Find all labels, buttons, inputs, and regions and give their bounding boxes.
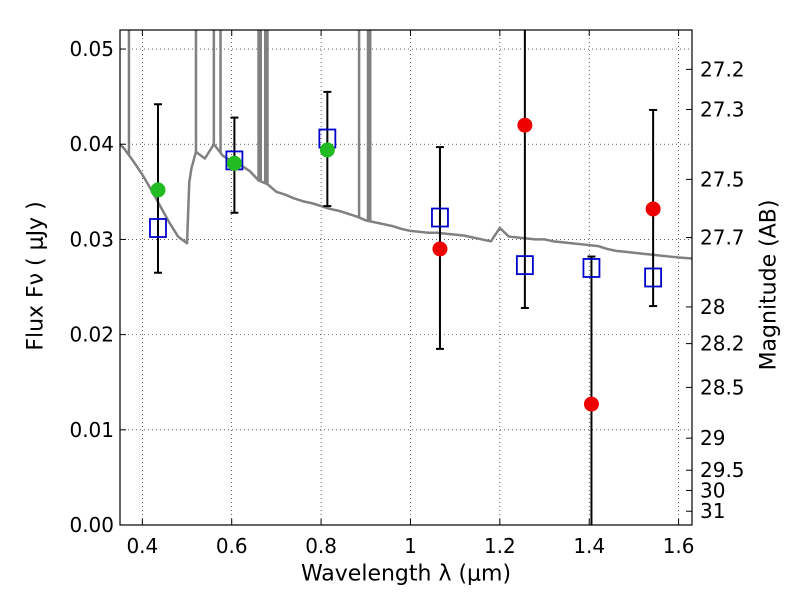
x-tick-label: 1.4 <box>573 534 605 558</box>
x-tick-label: 1.2 <box>484 534 516 558</box>
detection-point <box>517 117 533 133</box>
detection-point <box>645 201 661 217</box>
right-tick-label: 31 <box>700 499 725 523</box>
error-bars <box>153 30 658 525</box>
x-tick-label: 0.6 <box>216 534 248 558</box>
grid-lines <box>120 30 692 525</box>
detection-point <box>583 396 599 412</box>
right-tick-label: 29.5 <box>700 458 745 482</box>
right-tick-label: 28.2 <box>700 332 745 356</box>
right-tick-label: 27.5 <box>700 167 745 191</box>
x-axis-ticks: 0.4 0.6 0.8 1 1.2 1.4 1.6 <box>126 30 695 558</box>
model-spectrum <box>120 30 692 260</box>
y-tick-label: 0.01 <box>69 418 114 442</box>
right-axis-label: Magnitude (AB) <box>756 199 782 371</box>
y-tick-label: 0.02 <box>69 323 114 347</box>
detection-point <box>226 155 242 171</box>
x-tick-label: 0.8 <box>305 534 337 558</box>
right-tick-label: 28.5 <box>700 375 745 399</box>
model-square <box>149 218 167 238</box>
model-square <box>431 207 449 228</box>
y-tick-label: 0.04 <box>69 132 114 156</box>
model-square <box>582 258 601 278</box>
model-square <box>644 267 663 288</box>
y-tick-label: 0.00 <box>69 513 114 537</box>
plot-frame <box>119 29 693 526</box>
detection-point <box>150 182 166 198</box>
y-tick-label: 0.03 <box>69 227 114 251</box>
y-axis-ticks: 0.00 0.01 0.02 0.03 0.04 0.05 <box>69 37 126 537</box>
x-axis-label: Wavelength λ (μm) <box>300 561 512 587</box>
right-tick-label: 27.2 <box>700 57 745 81</box>
y-axis-label: Flux Fν ( μJy ) <box>23 201 49 351</box>
model-photometry-squares <box>149 128 663 288</box>
detection-points <box>150 117 661 412</box>
x-tick-label: 1 <box>404 534 417 558</box>
x-tick-label: 0.4 <box>126 534 158 558</box>
model-square <box>515 255 534 276</box>
spectrum-line <box>120 142 692 260</box>
right-tick-label: 28 <box>700 295 725 319</box>
right-tick-label: 29 <box>700 426 725 450</box>
right-tick-label: 30 <box>700 478 725 502</box>
x-tick-label: 1.6 <box>663 534 695 558</box>
y-tick-label: 0.05 <box>69 37 114 61</box>
detection-point <box>432 241 448 257</box>
detection-point <box>319 142 335 158</box>
right-tick-label: 27.7 <box>700 226 745 250</box>
right-tick-label: 27.3 <box>700 97 745 121</box>
